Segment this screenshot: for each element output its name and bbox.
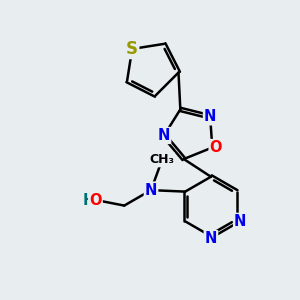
Text: N: N xyxy=(234,214,246,229)
Text: N: N xyxy=(204,109,216,124)
Text: O: O xyxy=(210,140,222,155)
Text: N: N xyxy=(145,183,157,198)
Text: N: N xyxy=(158,128,170,143)
Text: S: S xyxy=(126,40,138,58)
Text: H: H xyxy=(82,193,95,208)
Text: N: N xyxy=(205,231,217,246)
Text: O: O xyxy=(89,193,102,208)
Text: CH₃: CH₃ xyxy=(149,153,174,166)
